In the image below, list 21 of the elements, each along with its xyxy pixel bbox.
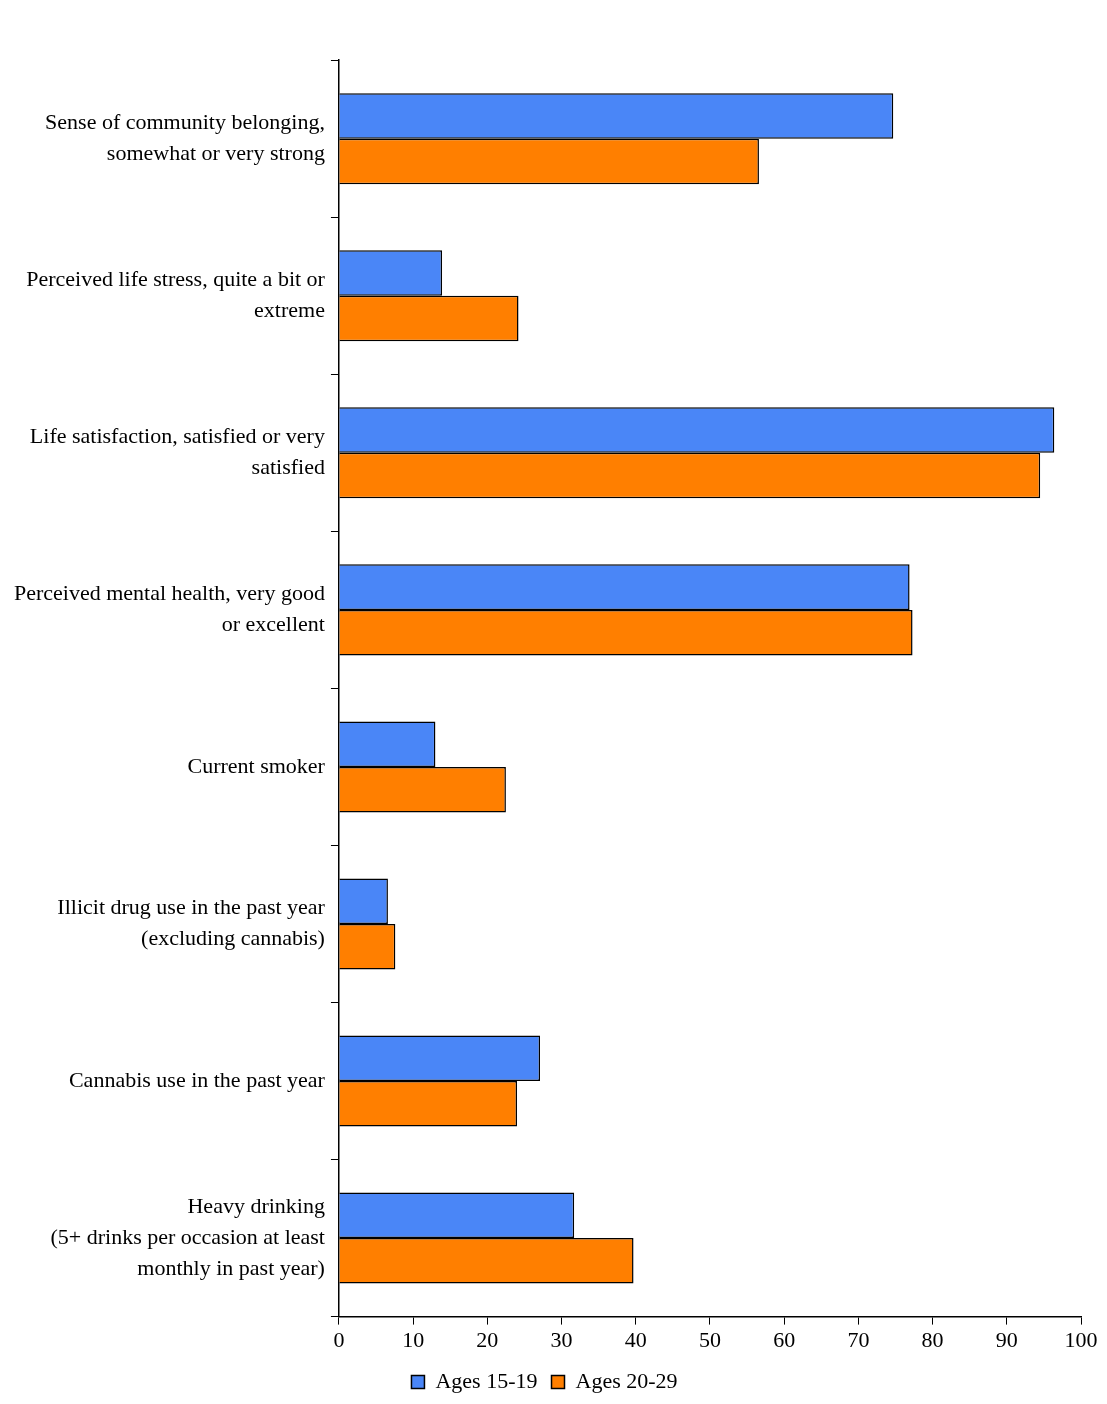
y-tick-label: Perceived life stress, quite a bit or extreme [26, 266, 326, 322]
x-tick-label: 10 [402, 1326, 425, 1352]
x-tick-label: 40 [624, 1326, 647, 1352]
y-tick-label: Cannabis use in the past year [68, 1066, 326, 1092]
legend-label: Ages 20-29 [575, 1367, 678, 1393]
x-tick-label: 60 [773, 1326, 796, 1352]
x-tick-label: 0 [333, 1326, 345, 1352]
y-tick-label: Sense of community belonging, somewhat or very strong [45, 109, 325, 165]
y-tick-label: Heavy drinking (5+ drinks per occasion at least monthly in past year) [50, 1193, 325, 1280]
x-tick-label: 100 [1064, 1326, 1098, 1352]
x-tick-label: 50 [698, 1326, 721, 1352]
x-tick-label: 80 [921, 1326, 944, 1352]
legend-label: Ages 15-19 [435, 1367, 538, 1393]
x-tick-label: 70 [847, 1326, 870, 1352]
y-tick-label: Perceived mental health, very good or excellent [13, 580, 325, 637]
y-tick-label: Illicit drug use in the past year (excluding cannabis) [57, 894, 326, 951]
y-tick-label: Life satisfaction, satisfied or very satisfied [29, 423, 325, 480]
y-tick-label: Current smoker [187, 752, 326, 778]
x-tick-label: 90 [995, 1326, 1018, 1352]
x-tick-label: 30 [550, 1326, 573, 1352]
x-tick-label: 20 [476, 1326, 499, 1352]
